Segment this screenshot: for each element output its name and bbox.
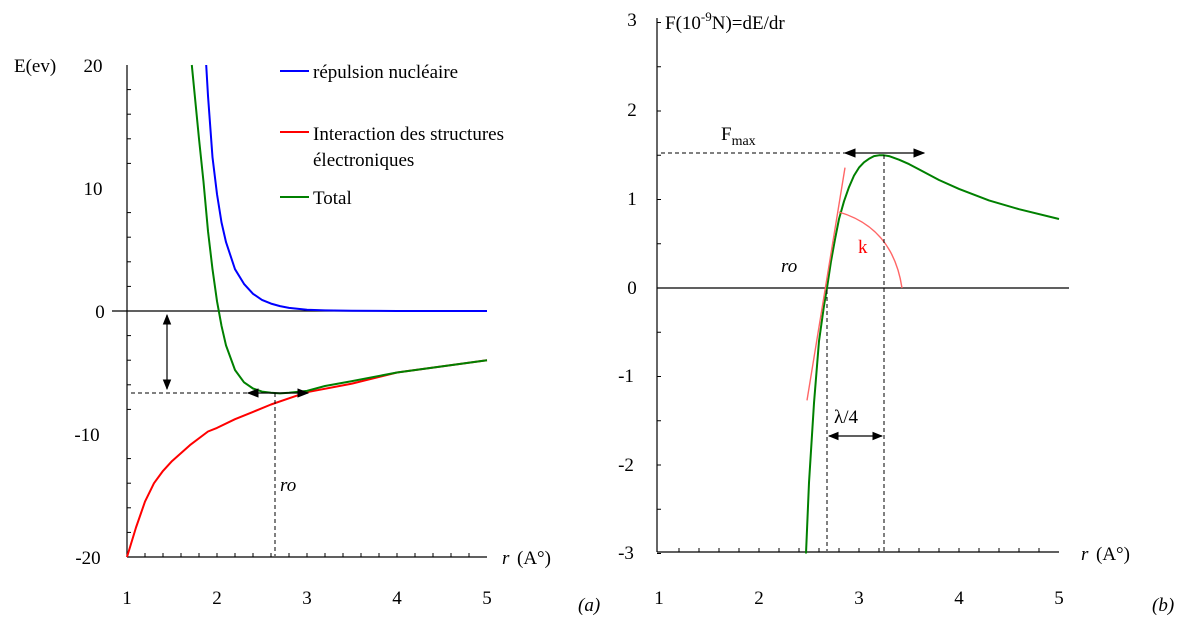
panel-a-label: (a) (578, 595, 600, 616)
lambda-label: λ/4 (834, 407, 858, 428)
panel-b-x-tick-label: 1 (654, 588, 664, 609)
panel-b-x-axis-var: r (1081, 544, 1089, 565)
panel-b-y-tick-label: -1 (618, 366, 634, 387)
panel-a-x-tick-label: 4 (392, 588, 402, 609)
panel-b-x-axis-unit: (A°) (1096, 544, 1130, 565)
panel-a-x-tick-label: 3 (302, 588, 312, 609)
panel-b-y-tick-label: 0 (627, 278, 637, 299)
panel-b-label: (b) (1152, 595, 1174, 616)
fmax-label: Fmax (721, 124, 756, 149)
panel-a-y-tick-label: 0 (95, 302, 105, 323)
panel-a-x-tick-label: 5 (482, 588, 492, 609)
panel-a: 20 10 0 -10 -20 1 2 3 4 5 E(ev) r (A°) (… (14, 56, 600, 616)
panel-b-y-tick-label: 2 (627, 100, 637, 121)
panel-a-x-tick-label: 1 (122, 588, 132, 609)
panel-a-y-tick-label: -20 (75, 548, 100, 569)
legend-label-interaction-line1: Interaction des structures (313, 124, 504, 145)
force-curve (805, 154, 1060, 554)
repulsion-curve (205, 64, 487, 312)
panel-b-x-tick-label: 2 (754, 588, 764, 609)
panel-b-x-tick-label: 3 (854, 588, 864, 609)
panel-b-x-tick-label: 4 (954, 588, 964, 609)
panel-a-y-axis-label: E(ev) (14, 56, 56, 77)
panel-a-y-tick-label: 20 (84, 56, 103, 77)
panel-b-ro-label: ro (781, 256, 797, 277)
panel-b-y-tick-label: 3 (627, 10, 637, 31)
panel-b-x-tick-label: 5 (1054, 588, 1064, 609)
total-curve (190, 64, 488, 395)
panel-b-x-minor-ticks (678, 548, 1040, 552)
k-label: k (858, 237, 868, 258)
k-angle-arc (838, 211, 903, 289)
panel-a-x-tick-label: 2 (212, 588, 222, 609)
panel-b: 3 2 1 0 -1 -2 -3 1 2 3 4 5 F(10-9N)=dE/d… (618, 9, 1174, 616)
panel-a-y-tick-label: 10 (84, 179, 103, 200)
panel-b-y-tick-label: -3 (618, 543, 634, 564)
tangent-line (806, 167, 846, 401)
panel-a-x-axis-unit: (A°) (517, 548, 551, 569)
legend-label-total: Total (313, 188, 352, 209)
panel-a-y-tick-label: -10 (74, 425, 99, 446)
legend-label-interaction-line2: électroniques (313, 150, 414, 171)
legend-label-repulsion: répulsion nucléaire (313, 62, 458, 83)
panel-a-x-axis-var: r (502, 548, 510, 569)
panel-b-y-axis-label: F(10-9N)=dE/dr (665, 9, 785, 34)
panel-b-y-tick-label: -2 (618, 455, 634, 476)
panel-a-ro-label: ro (280, 475, 296, 496)
interaction-curve (126, 359, 488, 558)
panel-a-y-minor-ticks (127, 89, 131, 533)
panel-b-y-tick-label: 1 (627, 189, 637, 210)
panel-a-x-minor-ticks (144, 553, 470, 557)
panel-b-series (805, 154, 1060, 554)
panel-b-y-minor-ticks (657, 22, 661, 554)
